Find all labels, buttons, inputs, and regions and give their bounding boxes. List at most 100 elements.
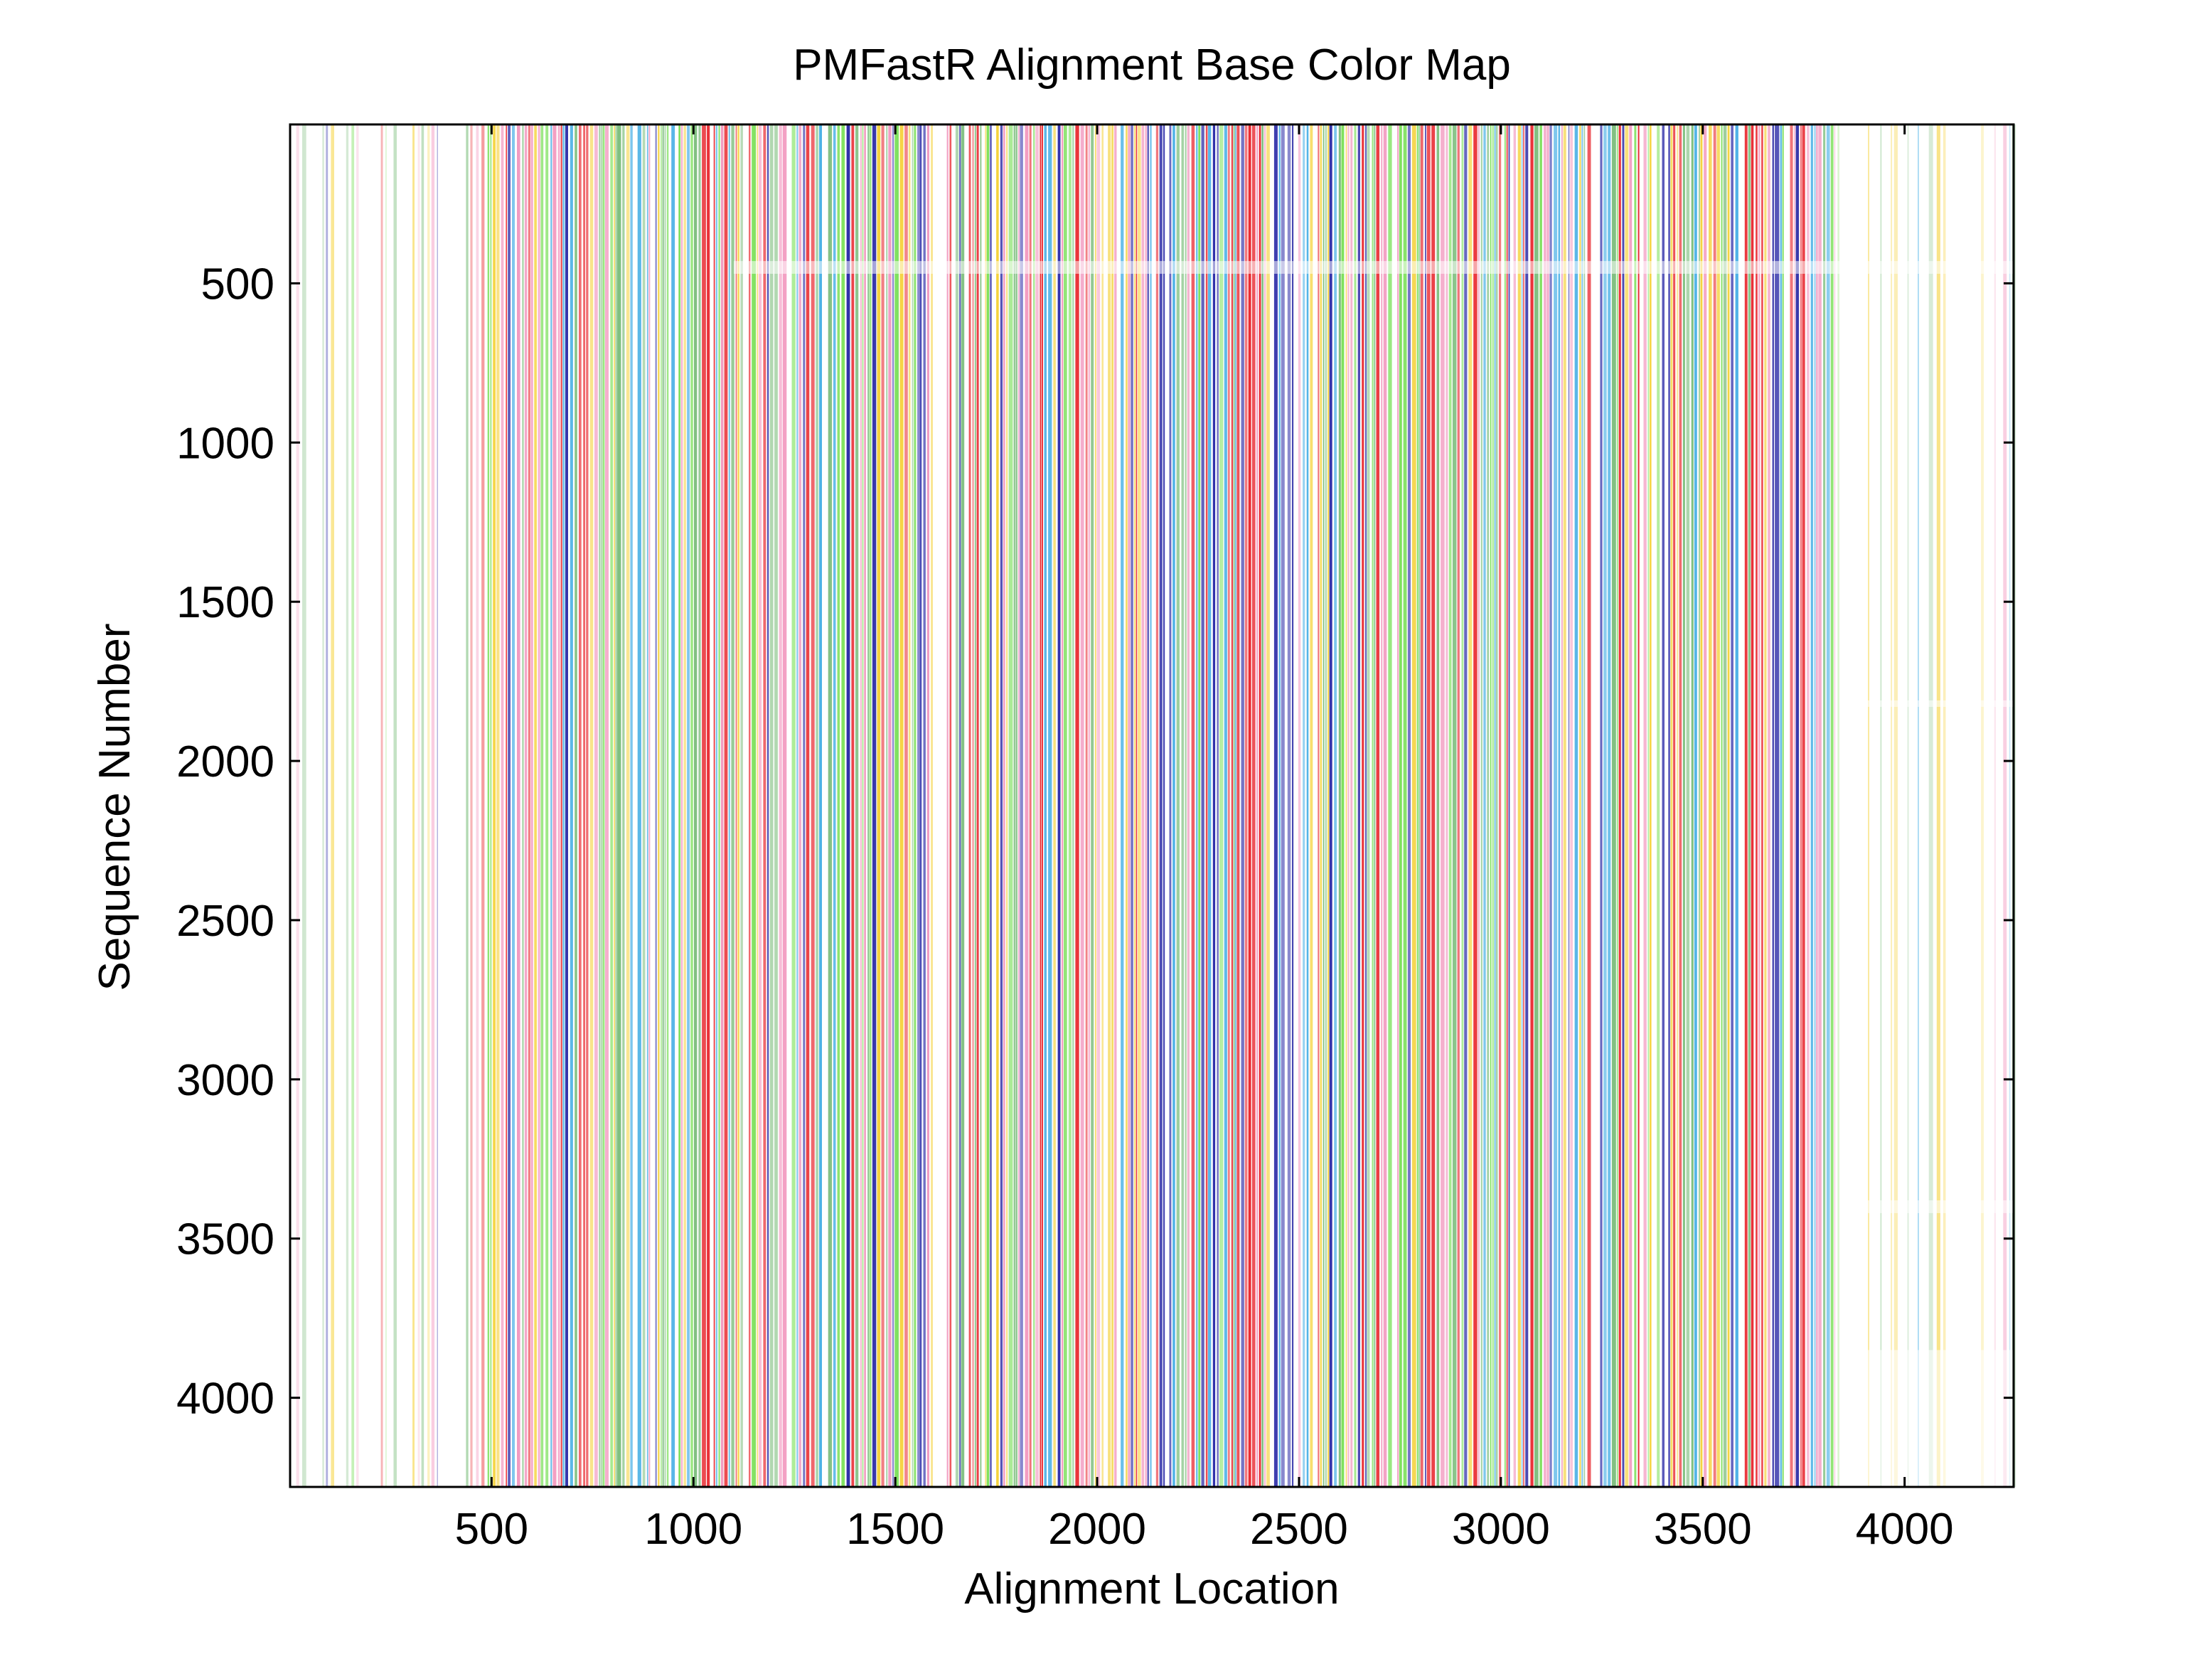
alignment-column-233	[1287, 124, 1291, 1487]
x-tick-label-3: 2000	[1048, 1505, 1146, 1554]
alignment-column-72	[671, 124, 675, 1487]
alignment-column-196	[1150, 124, 1152, 1487]
alignment-column-186	[1121, 124, 1124, 1487]
y-axis-ticks: 500 1000 1500 2000 2500 3000 3500 4000	[176, 260, 2014, 1424]
alignment-column-282	[1473, 124, 1478, 1487]
alignment-column-311	[1570, 124, 1573, 1487]
alignment-column-303	[1544, 124, 1546, 1487]
alignment-column-116	[855, 124, 859, 1487]
alignment-column-370	[1807, 124, 1810, 1487]
alignment-column-125	[886, 124, 888, 1487]
alignment-column-23	[493, 124, 496, 1487]
alignment-column-192	[1138, 124, 1141, 1487]
alignment-column-347	[1716, 124, 1720, 1487]
alignment-column-261	[1388, 124, 1392, 1487]
alignment-column-316	[1587, 124, 1591, 1487]
alignment-column-183	[1108, 124, 1111, 1487]
alignment-column-121	[870, 124, 872, 1487]
alignment-column-208	[1198, 124, 1201, 1487]
alignment-column-229	[1266, 124, 1270, 1487]
alignment-column-205	[1187, 124, 1190, 1487]
alignment-column-84	[718, 124, 720, 1487]
alignment-column-135	[919, 124, 922, 1487]
alignment-column-156	[1008, 124, 1013, 1487]
alignment-column-160	[1020, 124, 1023, 1487]
alignment-column-353	[1744, 124, 1748, 1487]
alignment-column-283	[1478, 124, 1480, 1487]
alignment-column-250	[1350, 124, 1353, 1487]
alignment-column-140	[949, 124, 952, 1487]
alignment-column-68	[661, 124, 662, 1487]
alignment-column-357	[1758, 124, 1760, 1487]
alignment-column-271	[1426, 124, 1431, 1487]
alignment-column-306	[1554, 124, 1558, 1487]
alignment-column-147	[976, 124, 979, 1487]
alignment-column-122	[872, 124, 877, 1487]
alignment-column-378	[1834, 124, 1836, 1487]
alignment-column-9	[385, 124, 387, 1487]
gap-band-3	[1839, 1350, 2014, 1487]
alignment-column-331	[1657, 124, 1660, 1487]
alignment-column-69	[662, 124, 664, 1487]
alignment-column-348	[1721, 124, 1723, 1487]
y-tick-label-5: 3000	[176, 1056, 274, 1105]
alignment-column-329	[1647, 124, 1650, 1487]
alignment-column-71	[666, 124, 669, 1487]
alignment-column-120	[867, 124, 870, 1487]
alignment-column-95	[759, 124, 762, 1487]
alignment-column-220	[1236, 124, 1240, 1487]
alignment-column-42	[562, 124, 565, 1487]
alignment-column-390	[1994, 124, 1996, 1487]
alignment-column-344	[1704, 124, 1707, 1487]
alignment-column-31	[524, 124, 528, 1487]
alignment-column-81	[707, 124, 710, 1487]
alignment-column-363	[1780, 124, 1783, 1487]
alignment-column-114	[846, 124, 850, 1487]
alignment-column-212	[1212, 124, 1216, 1487]
alignment-column-297	[1521, 124, 1523, 1487]
alignment-column-253	[1362, 124, 1364, 1487]
alignment-column-176	[1080, 124, 1084, 1487]
alignment-column-34	[534, 124, 537, 1487]
alignment-column-325	[1629, 124, 1633, 1487]
alignment-column-226	[1259, 124, 1261, 1487]
alignment-column-323	[1622, 124, 1625, 1487]
alignment-column-305	[1549, 124, 1552, 1487]
alignment-column-230	[1273, 124, 1278, 1487]
alignment-column-168	[1048, 124, 1052, 1487]
alignment-column-70	[664, 124, 666, 1487]
alignment-column-61	[630, 124, 633, 1487]
alignment-column-359	[1764, 124, 1767, 1487]
alignment-column-214	[1219, 124, 1224, 1487]
alignment-column-174	[1072, 124, 1074, 1487]
alignment-column-200	[1169, 124, 1172, 1487]
alignment-column-73	[678, 124, 680, 1487]
alignment-column-367	[1795, 124, 1799, 1487]
alignment-column-270	[1425, 124, 1426, 1487]
alignment-column-165	[1040, 124, 1042, 1487]
alignment-column-24	[496, 124, 500, 1487]
alignment-column-342	[1699, 124, 1700, 1487]
alignment-column-85	[720, 124, 724, 1487]
alignment-column-276	[1448, 124, 1452, 1487]
alignment-column-152	[996, 124, 999, 1487]
alignment-column-290	[1496, 124, 1498, 1487]
alignment-column-289	[1494, 124, 1496, 1487]
alignment-column-376	[1826, 124, 1830, 1487]
alignment-column-299	[1525, 124, 1529, 1487]
alignment-column-287	[1490, 124, 1492, 1487]
alignment-column-298	[1523, 124, 1524, 1487]
alignment-column-134	[917, 124, 919, 1487]
alignment-column-166	[1042, 124, 1043, 1487]
alignment-column-100	[779, 124, 782, 1487]
alignment-column-50	[594, 124, 598, 1487]
alignment-column-193	[1141, 124, 1145, 1487]
alignment-column-179	[1091, 124, 1094, 1487]
y-tick-label-1: 1000	[176, 419, 274, 468]
x-tick-label-0: 500	[455, 1505, 528, 1554]
alignment-column-203	[1181, 124, 1184, 1487]
alignment-column-126	[888, 124, 892, 1487]
alignment-column-337	[1679, 124, 1682, 1487]
alignment-column-304	[1546, 124, 1549, 1487]
alignment-column-132	[912, 124, 914, 1487]
